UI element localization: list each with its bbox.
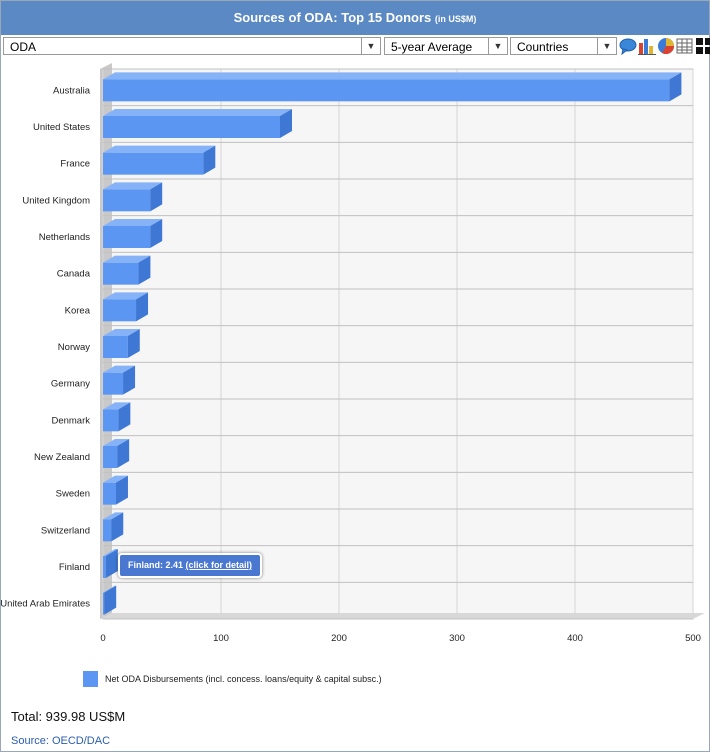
y-tick-label: Canada — [57, 269, 91, 280]
grid-view-icon[interactable] — [695, 37, 710, 55]
chevron-down-icon[interactable]: ▼ — [488, 38, 507, 54]
bar — [103, 446, 118, 468]
y-tick-label: France — [60, 159, 90, 170]
bar-side — [138, 255, 151, 285]
bar-chart: Australia United States France United Kingd… — [1, 63, 705, 644]
legend-swatch — [83, 671, 98, 687]
toolbar: ODA ▼ 5-year Average ▼ Countries ▼ — [1, 37, 710, 59]
bar — [103, 592, 105, 615]
bar — [103, 152, 204, 175]
bar-top — [103, 109, 292, 116]
bar-top — [103, 255, 151, 263]
bar — [103, 372, 124, 395]
bar — [103, 409, 119, 432]
grouping-select-value: Countries — [517, 40, 569, 54]
measure-select-value: ODA — [10, 40, 37, 54]
y-tick-label: United Arab Emirates — [1, 599, 90, 610]
bar — [103, 482, 116, 505]
source-link[interactable]: Source: OECD/DAC — [11, 735, 111, 747]
y-tick-label: New Zealand — [34, 452, 90, 463]
bar-chart-icon[interactable] — [638, 37, 656, 55]
bar — [103, 556, 106, 578]
bar-series — [103, 72, 682, 615]
plot-floor — [100, 613, 705, 619]
y-tick-label: Finland — [59, 562, 90, 573]
bar — [103, 336, 128, 358]
bar-top — [103, 145, 216, 153]
x-tick-label: 300 — [449, 633, 465, 644]
bar-top — [103, 72, 682, 80]
tooltip-detail-link[interactable]: (click for detail) — [185, 560, 253, 570]
table-icon[interactable] — [676, 37, 694, 55]
x-tick-label: 400 — [567, 633, 583, 644]
bar-side — [111, 512, 124, 542]
bar-side — [115, 475, 128, 505]
grouping-select[interactable]: Countries ▼ — [510, 37, 617, 55]
chevron-down-icon[interactable]: ▼ — [597, 38, 616, 54]
y-axis-labels: Australia United States France United Kingd… — [1, 85, 91, 609]
period-select-value: 5-year Average — [391, 40, 473, 54]
y-tick-label: United Kingdom — [22, 195, 90, 206]
chart-title-bar: Sources of ODA: Top 15 Donors (in US$M) — [1, 1, 709, 35]
bar-side — [105, 549, 118, 578]
bar — [103, 79, 670, 102]
bar — [103, 189, 151, 212]
legend-label: Net ODA Disbursements (incl. concess. lo… — [105, 674, 382, 684]
y-tick-label: Netherlands — [39, 232, 90, 243]
x-tick-label: 500 — [685, 633, 701, 644]
bar-top — [103, 292, 149, 300]
data-tooltip[interactable]: Finland: 2.41 (click for detail) — [118, 553, 263, 578]
total-value: Total: 939.98 US$M — [11, 709, 126, 724]
bar-side — [203, 145, 216, 175]
x-axis-labels: 0 100 200 300 400 500 — [100, 633, 701, 644]
comment-icon[interactable] — [619, 37, 637, 55]
bar-side — [136, 292, 149, 322]
bar-top — [103, 512, 124, 520]
chevron-down-icon[interactable]: ▼ — [361, 38, 380, 54]
bar — [103, 116, 280, 138]
y-tick-label: Switzerland — [41, 525, 90, 536]
bar-side — [117, 439, 130, 468]
bar-top — [103, 182, 163, 190]
x-tick-label: 100 — [213, 633, 229, 644]
grid-lines — [102, 68, 694, 620]
period-select[interactable]: 5-year Average ▼ — [384, 37, 508, 55]
pie-chart-icon[interactable] — [657, 37, 675, 55]
bar — [103, 519, 112, 542]
y-tick-label: Denmark — [51, 415, 90, 426]
bar-top — [103, 329, 140, 336]
x-tick-label: 200 — [331, 633, 347, 644]
bar-top — [103, 219, 163, 226]
bar-side — [127, 329, 140, 358]
bar-top — [103, 439, 130, 446]
y-tick-label: Norway — [58, 342, 90, 353]
bar-side — [150, 219, 163, 248]
bar — [103, 262, 139, 285]
bar-top — [103, 585, 117, 593]
y-tick-label: Korea — [65, 305, 91, 316]
bar-top — [103, 365, 136, 373]
bar-side — [669, 72, 682, 102]
bar-side — [104, 585, 117, 615]
bar-side — [150, 182, 163, 212]
y-tick-label: Australia — [53, 85, 91, 96]
bar-side — [118, 402, 131, 432]
bar-side — [123, 365, 136, 395]
y-tick-label: United States — [33, 122, 90, 133]
y-tick-label: Germany — [51, 379, 90, 390]
y-tick-label: Sweden — [56, 489, 90, 500]
bar — [103, 226, 151, 248]
bar-top — [103, 475, 128, 483]
chart-unit: (in US$M) — [434, 14, 477, 24]
bar-side — [280, 109, 292, 138]
x-tick-label: 0 — [100, 633, 105, 644]
measure-select[interactable]: ODA ▼ — [3, 37, 381, 55]
chart-title: Sources of ODA: Top 15 Donors — [233, 10, 432, 25]
tooltip-text: Finland: 2.41 — [128, 560, 184, 570]
bar — [103, 299, 137, 322]
bar-top — [103, 549, 118, 556]
bar-top — [103, 402, 131, 410]
